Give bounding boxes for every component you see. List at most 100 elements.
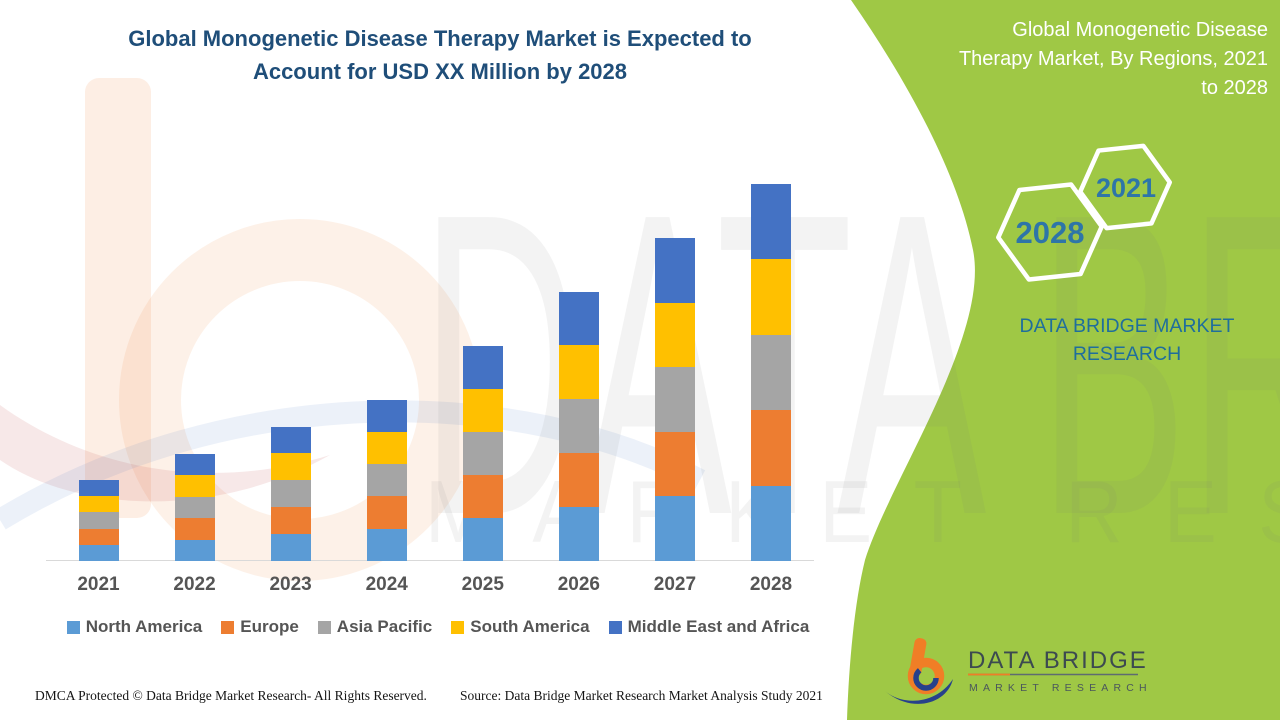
- x-axis-label-2026: 2026: [557, 574, 600, 595]
- legend-swatch-north-america: [66, 620, 80, 634]
- panel-brand-line1: DATA BRIDGE MARKET: [1019, 315, 1235, 337]
- x-axis-line: [46, 560, 814, 561]
- bar-2025: [462, 345, 503, 561]
- bar-segment-south-america-2023: [270, 453, 311, 481]
- watermark-red-swoosh: [0, 405, 330, 502]
- data-bridge-logo: DATA BRIDGE MARKET RESEARCH: [885, 638, 1152, 704]
- legend-item-south-america: South America: [451, 617, 590, 637]
- side-panel-title-line1: Global Monogenetic Disease: [1012, 19, 1268, 41]
- hexagon-2021-label: 2021: [1096, 173, 1156, 203]
- bar-segment-middle-east-and-africa-2027: [654, 238, 695, 303]
- bar-segment-europe-2025: [462, 474, 503, 518]
- bar-2024: [366, 399, 407, 561]
- green-panel-path: [847, 0, 1280, 720]
- legend-swatch-europe: [221, 620, 235, 634]
- legend-label-south-america: South America: [470, 617, 590, 636]
- bar-segment-south-america-2025: [462, 388, 503, 432]
- bar-segment-europe-2024: [366, 496, 407, 529]
- x-axis-label-2027: 2027: [653, 574, 697, 595]
- bar-segment-middle-east-and-africa-2026: [558, 291, 599, 346]
- bar-segment-asia-pacific-2027: [654, 367, 695, 432]
- x-axis-label-2023: 2023: [269, 574, 312, 595]
- bar-segment-asia-pacific-2025: [462, 431, 503, 475]
- bar-2027: [654, 238, 695, 561]
- bar-2021: [78, 480, 119, 561]
- logo-blue-swoosh: [885, 679, 953, 704]
- legend-item-north-america: North America: [66, 617, 203, 637]
- bar-segment-asia-pacific-2021: [78, 512, 119, 529]
- hexagon-2028-label: 2028: [1016, 215, 1085, 250]
- legend-swatch-middle-east-and-africa: [608, 620, 622, 634]
- bar-2023: [270, 426, 311, 561]
- x-axis-label-2022: 2022: [173, 574, 216, 595]
- chart-title-line2: Account for USD XX Million by 2028: [252, 59, 628, 84]
- bar-segment-south-america-2022: [174, 475, 215, 497]
- panel-brand-line2: RESEARCH: [1072, 343, 1182, 365]
- logo-blue-ring: [913, 665, 939, 691]
- bar-segment-europe-2027: [654, 431, 695, 497]
- legend-label-north-america: North America: [85, 617, 203, 636]
- bar-segment-north-america-2023: [270, 534, 311, 561]
- panel-brand-text: DATA BRIDGE MARKET RESEARCH: [993, 312, 1261, 368]
- x-axis-label-2021: 2021: [77, 574, 120, 595]
- bar-segment-asia-pacific-2028: [750, 334, 791, 411]
- bar-segment-north-america-2024: [366, 528, 407, 561]
- chart-legend: North America Europe Asia Pacific South Ame…: [40, 617, 836, 637]
- bar-segment-middle-east-and-africa-2023: [270, 426, 311, 454]
- bar-segment-europe-2023: [270, 507, 311, 535]
- bar-segment-europe-2028: [750, 410, 791, 486]
- bar-segment-north-america-2022: [174, 539, 215, 561]
- source-note: Source: Data Bridge Market Research Mark…: [460, 688, 823, 703]
- bar-segment-asia-pacific-2023: [270, 480, 311, 508]
- bar-2026: [558, 291, 599, 561]
- legend-label-europe: Europe: [240, 617, 299, 636]
- logo-title-text: DATA BRIDGE: [968, 647, 1148, 674]
- bar-segment-middle-east-and-africa-2021: [78, 480, 119, 497]
- legend-item-middle-east-and-africa: Middle East and Africa: [608, 617, 810, 637]
- logo-subtitle-text: MARKET RESEARCH: [969, 682, 1152, 694]
- bar-segment-south-america-2021: [78, 496, 119, 513]
- legend-swatch-south-america: [451, 620, 465, 634]
- bar-2022: [174, 453, 215, 561]
- dmca-notice: DMCA Protected © Data Bridge Market Rese…: [35, 688, 427, 703]
- bar-segment-middle-east-and-africa-2025: [462, 345, 503, 389]
- chart-title: Global Monogenetic Disease Therapy Marke…: [60, 22, 820, 88]
- watermark-b-stem: [85, 78, 151, 518]
- bar-segment-asia-pacific-2024: [366, 464, 407, 497]
- hexagon-2028-outline: [996, 182, 1104, 282]
- x-axis-label-2025: 2025: [461, 574, 504, 595]
- bar-segment-south-america-2024: [366, 431, 407, 465]
- bar-segment-south-america-2027: [654, 302, 695, 368]
- legend-label-asia-pacific: Asia Pacific: [336, 617, 433, 636]
- bar-2028: [750, 184, 791, 561]
- legend-item-europe: Europe: [221, 617, 299, 637]
- chart-title-line1: Global Monogenetic Disease Therapy Marke…: [128, 26, 752, 51]
- bar-segment-middle-east-and-africa-2028: [750, 184, 791, 260]
- legend-swatch-asia-pacific: [317, 620, 331, 634]
- bar-segment-south-america-2028: [750, 259, 791, 335]
- side-panel-title: Global Monogenetic Disease Therapy Marke…: [838, 16, 1268, 103]
- side-panel-title-line3: to 2028: [1201, 77, 1268, 99]
- bar-segment-south-america-2026: [558, 345, 599, 400]
- bar-segment-europe-2022: [174, 518, 215, 540]
- x-axis-label-2024: 2024: [365, 574, 408, 595]
- year-hexagons: 2028 2021: [996, 143, 1173, 282]
- bar-segment-europe-2021: [78, 528, 119, 545]
- bar-segment-middle-east-and-africa-2024: [366, 399, 407, 432]
- bar-segment-north-america-2025: [462, 517, 503, 561]
- bar-segment-middle-east-and-africa-2022: [174, 453, 215, 475]
- side-panel-title-line2: Therapy Market, By Regions, 2021: [958, 48, 1268, 70]
- bar-segment-europe-2026: [558, 453, 599, 508]
- legend-item-asia-pacific: Asia Pacific: [317, 617, 433, 637]
- legend-label-middle-east-and-africa: Middle East and Africa: [627, 617, 810, 636]
- bar-segment-asia-pacific-2022: [174, 496, 215, 518]
- bar-segment-north-america-2026: [558, 507, 599, 561]
- x-axis-label-2028: 2028: [749, 574, 793, 595]
- bar-segment-north-america-2028: [750, 485, 791, 561]
- hexagon-2021-outline: [1077, 143, 1173, 231]
- bar-segment-north-america-2021: [78, 544, 119, 561]
- bar-segment-north-america-2027: [654, 496, 695, 561]
- bar-segment-asia-pacific-2026: [558, 399, 599, 454]
